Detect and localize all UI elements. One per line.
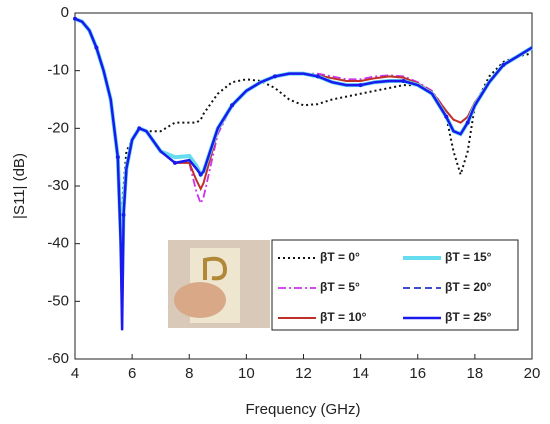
series-marker [501,62,506,67]
series-marker [230,103,235,108]
y-tick-label: 0 [61,4,69,21]
legend-label: βT = 10° [320,310,367,324]
series-line [74,17,533,331]
y-tick-label: -30 [47,177,69,194]
series-marker [73,16,77,21]
legend-label: βT = 0° [320,250,360,264]
photo-hand [174,282,226,318]
y-tick-label: -20 [47,119,69,136]
series-marker [401,79,406,84]
y-tick-label: -50 [47,292,69,309]
series-marker [465,120,470,125]
legend-box [271,239,519,331]
legend-label: βT = 20° [445,280,492,294]
series-marker [94,45,99,50]
series-marker [172,160,177,165]
x-tick-label: 14 [352,365,369,382]
y-tick-label: -10 [47,62,69,79]
legend-label: βT = 5° [320,280,360,294]
series-marker [115,155,120,160]
series-marker [315,74,320,79]
x-tick-label: 6 [128,365,136,382]
x-tick-label: 8 [185,365,193,382]
x-tick-label: 18 [467,365,484,382]
legend: βT = 0° βT = 5° βT = 10° βT = 15° βT = 20° βT… [271,239,519,331]
photo-antenna [203,256,228,281]
legend-label: βT = 15° [445,250,492,264]
x-tick-label: 20 [524,365,541,382]
x-tick-label: 12 [295,365,312,382]
series-line [74,16,534,279]
x-tick-label: 10 [238,365,255,382]
y-tick-label: -60 [47,350,69,367]
plot-area [73,12,534,360]
x-tick-label: 16 [409,365,426,382]
x-tick-label: 4 [71,365,79,382]
series-marker [121,212,126,217]
y-axis-label: |S11| (dB) [11,153,28,219]
x-axis-label: Frequency (GHz) [245,401,360,418]
y-tick-label: -40 [47,235,69,252]
series-marker [444,114,449,119]
legend-label: βT = 25° [445,310,492,324]
series-marker [358,83,363,88]
series-marker [198,172,203,177]
inset-photo [168,240,270,328]
series-marker [272,74,277,79]
series-marker [137,126,142,131]
